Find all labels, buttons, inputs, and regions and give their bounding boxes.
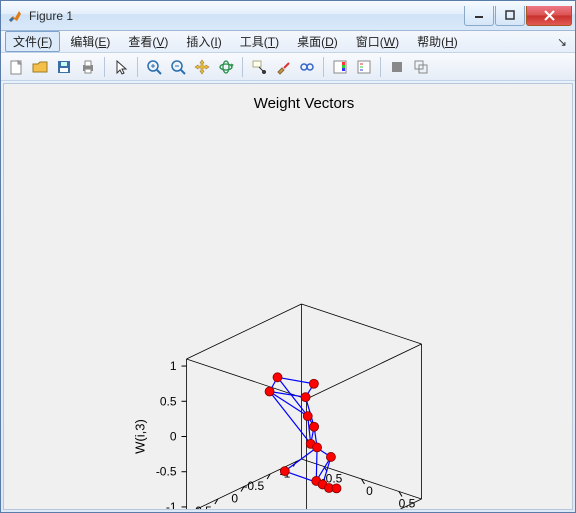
svg-text:0.5: 0.5 — [160, 394, 177, 408]
svg-text:0.5: 0.5 — [399, 497, 416, 510]
title-bar[interactable]: Figure 1 — [1, 1, 575, 31]
toolbar-separator — [242, 57, 243, 77]
menu-w[interactable]: 窗口(W) — [348, 31, 407, 52]
open-icon — [31, 58, 49, 76]
toolbar-separator — [137, 57, 138, 77]
toolbar-separator — [323, 57, 324, 77]
toolbar — [1, 53, 575, 81]
toolbar-separator — [380, 57, 381, 77]
pan-button[interactable] — [191, 56, 213, 78]
save-icon — [55, 58, 73, 76]
menu-bar: 文件(F)编辑(E)查看(V)插入(I)工具(T)桌面(D)窗口(W)帮助(H)… — [1, 31, 575, 53]
svg-text:W(i,3): W(i,3) — [133, 419, 148, 454]
zoom-in-button[interactable] — [143, 56, 165, 78]
new-button[interactable] — [5, 56, 27, 78]
open-button[interactable] — [29, 56, 51, 78]
link-icon — [298, 58, 316, 76]
menu-i[interactable]: 插入(I) — [178, 31, 229, 52]
brush-button[interactable] — [272, 56, 294, 78]
minimize-button[interactable] — [464, 6, 494, 26]
hide-icon — [388, 58, 406, 76]
pointer-button[interactable] — [110, 56, 132, 78]
new-icon — [7, 58, 25, 76]
svg-text:0: 0 — [366, 484, 373, 498]
datacursor-button[interactable] — [248, 56, 270, 78]
svg-text:0: 0 — [170, 430, 177, 444]
zoom-in-icon — [145, 58, 163, 76]
pointer-icon — [112, 58, 130, 76]
zoom-out-button[interactable] — [167, 56, 189, 78]
matlab-icon — [7, 8, 23, 24]
menu-overflow-icon[interactable]: ↘ — [549, 35, 575, 49]
zoom-out-icon — [169, 58, 187, 76]
svg-text:-1: -1 — [166, 500, 177, 509]
show-all-icon — [412, 58, 430, 76]
plot-canvas[interactable]: -1-0.500.51-0.500.5-1-0.500.51Weight Vec… — [4, 84, 572, 509]
colorbar-icon — [331, 58, 349, 76]
menu-f[interactable]: 文件(F) — [5, 31, 60, 52]
print-button[interactable] — [77, 56, 99, 78]
menu-d[interactable]: 桌面(D) — [289, 31, 346, 52]
pan-icon — [193, 58, 211, 76]
show-all-button[interactable] — [410, 56, 432, 78]
svg-text:1: 1 — [170, 359, 177, 373]
svg-text:0.5: 0.5 — [195, 504, 212, 509]
rotate3d-button[interactable] — [215, 56, 237, 78]
print-icon — [79, 58, 97, 76]
svg-text:Weight Vectors: Weight Vectors — [254, 95, 355, 112]
maximize-button[interactable] — [495, 6, 525, 26]
svg-text:-0.5: -0.5 — [156, 465, 177, 479]
menu-v[interactable]: 查看(V) — [120, 31, 176, 52]
legend-button[interactable] — [353, 56, 375, 78]
window-controls — [464, 6, 573, 26]
colorbar-button[interactable] — [329, 56, 351, 78]
axes-area[interactable]: -1-0.500.51-0.500.5-1-0.500.51Weight Vec… — [3, 83, 573, 510]
brush-icon — [274, 58, 292, 76]
toolbar-separator — [104, 57, 105, 77]
link-button[interactable] — [296, 56, 318, 78]
menu-h[interactable]: 帮助(H) — [409, 31, 466, 52]
legend-icon — [355, 58, 373, 76]
menu-t[interactable]: 工具(T) — [232, 31, 287, 52]
window-title: Figure 1 — [29, 9, 464, 23]
datacursor-icon — [250, 58, 268, 76]
save-button[interactable] — [53, 56, 75, 78]
rotate3d-icon — [217, 58, 235, 76]
hide-button[interactable] — [386, 56, 408, 78]
svg-text:-0.5: -0.5 — [243, 479, 264, 493]
figure-window: Figure 1 文件(F)编辑(E)查看(V)插入(I)工具(T)桌面(D)窗… — [0, 0, 576, 513]
close-button[interactable] — [526, 6, 572, 26]
svg-text:0: 0 — [231, 492, 238, 506]
menu-e[interactable]: 编辑(E) — [62, 31, 118, 52]
